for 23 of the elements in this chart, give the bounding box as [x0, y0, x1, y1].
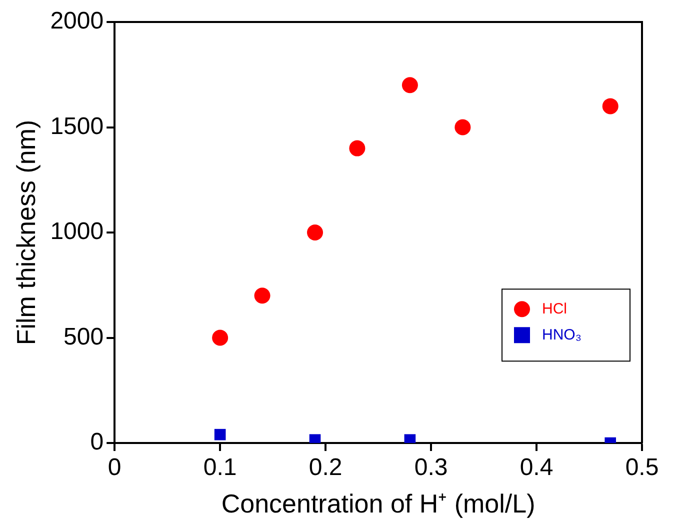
point	[349, 140, 366, 156]
y-tick-label: 2000	[50, 8, 104, 35]
y-tick-label: 1000	[50, 218, 104, 246]
x-tick-label: 0	[108, 454, 122, 482]
point	[254, 288, 270, 304]
y-tick-label: 1500	[50, 112, 104, 140]
legend-label: HNO₃	[542, 326, 582, 344]
point	[402, 77, 418, 94]
y-axis-title: Film thickness (nm)	[10, 120, 41, 346]
x-tick-label: 0.2	[308, 454, 342, 482]
point	[454, 119, 471, 136]
y-tick-label: 500	[64, 323, 104, 350]
point	[214, 428, 226, 440]
x-tick-label: 0.4	[520, 454, 554, 482]
legend-label: HCl	[542, 300, 567, 318]
x-axis-title: Concentration of H⁺ (mol/L)	[221, 488, 536, 519]
y-tick-label: 0	[90, 428, 104, 456]
x-tick-label: 0.1	[203, 454, 237, 482]
point	[307, 224, 324, 240]
x-tick-label: 0.5	[625, 454, 659, 482]
point	[602, 98, 618, 114]
x-tick-label: 0.3	[414, 454, 448, 482]
point	[212, 330, 228, 346]
